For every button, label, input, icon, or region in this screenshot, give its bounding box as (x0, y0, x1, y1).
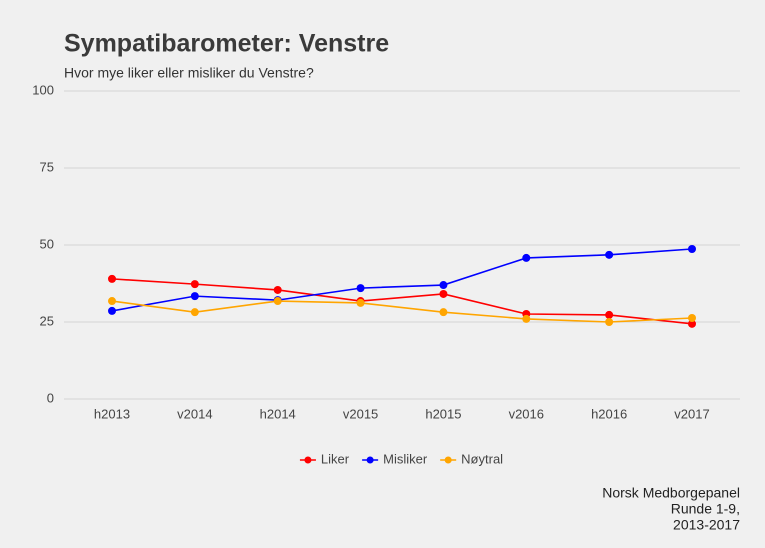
legend-label: Misliker (383, 451, 428, 466)
x-tick-label: h2014 (260, 406, 296, 421)
data-point (522, 253, 531, 262)
data-point (605, 310, 614, 319)
data-point (190, 292, 199, 301)
data-point (108, 274, 116, 283)
x-tick-label: h2013 (94, 406, 130, 421)
x-tick-label: v2016 (509, 406, 544, 421)
data-point (605, 318, 614, 326)
chart-subtitle: Hvor mye liker eller misliker du Venstre… (64, 65, 314, 81)
data-point (356, 284, 365, 293)
data-point (439, 308, 448, 317)
x-tick-label: v2017 (674, 406, 709, 421)
chart-title: Sympatibarometer: Venstre (64, 30, 389, 58)
series-line (111, 248, 693, 312)
x-tick-label: h2015 (425, 406, 461, 421)
x-tick-label: h2016 (591, 406, 627, 421)
legend-swatch-dot (444, 456, 452, 464)
series-line (111, 278, 693, 325)
data-point (190, 308, 199, 317)
data-point (605, 250, 614, 259)
legend-swatch-dot (304, 456, 312, 464)
series-line (111, 300, 693, 323)
data-point (108, 306, 116, 315)
data-point (273, 285, 282, 294)
x-tick-label: v2014 (177, 406, 212, 421)
legend-label: Nøytral (461, 451, 503, 466)
y-tick-label: 50 (40, 236, 54, 251)
data-point (688, 245, 696, 254)
data-point (356, 298, 365, 307)
data-point (108, 297, 116, 306)
data-point (522, 314, 531, 323)
y-tick-label: 25 (40, 313, 54, 328)
y-tick-label: 100 (32, 82, 54, 97)
data-point (688, 313, 696, 322)
caption: Norsk Medborgepanel (602, 485, 740, 501)
legend-label: Liker (321, 451, 350, 466)
y-tick-label: 75 (40, 159, 54, 174)
data-point (190, 280, 199, 289)
caption: Runde 1-9, (671, 501, 740, 517)
legend-swatch-dot (366, 456, 374, 464)
y-tick-label: 0 (47, 390, 54, 405)
x-tick-label: v2015 (343, 406, 378, 421)
caption: 2013-2017 (673, 517, 740, 533)
data-point (439, 289, 448, 298)
data-point (688, 319, 696, 328)
data-point (273, 297, 282, 306)
data-point (439, 281, 448, 290)
